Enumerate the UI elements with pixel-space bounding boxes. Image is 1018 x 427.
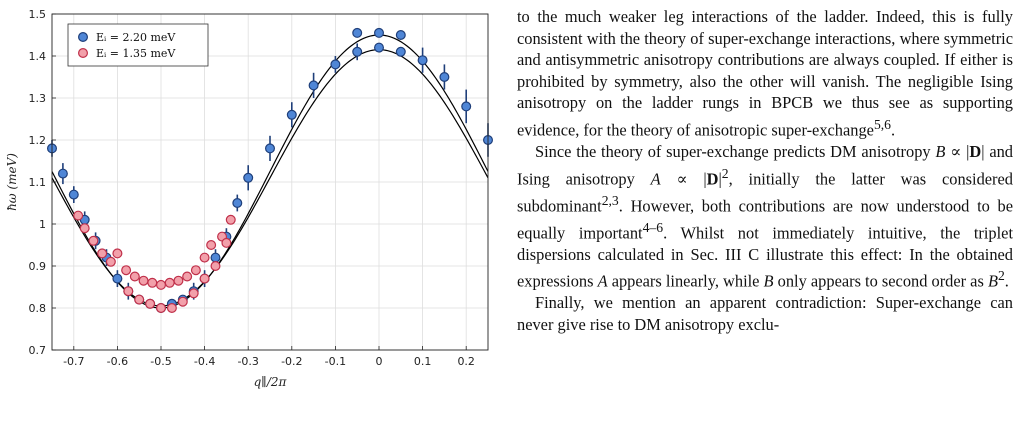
data-point bbox=[188, 288, 199, 299]
y-tick-label: 1 bbox=[39, 218, 46, 231]
y-tick-label: 0.9 bbox=[29, 260, 47, 273]
x-tick-label: 0.1 bbox=[414, 355, 432, 368]
data-point bbox=[308, 80, 319, 91]
data-point bbox=[265, 143, 276, 154]
y-tick-label: 1.1 bbox=[29, 176, 47, 189]
legend: Eᵢ = 2.20 meV Eᵢ = 1.35 meV bbox=[67, 23, 209, 67]
data-point bbox=[374, 42, 385, 53]
data-point bbox=[352, 46, 363, 57]
data-point bbox=[156, 279, 167, 290]
y-tick-label: 1.3 bbox=[29, 92, 47, 105]
x-tick-label: -0.3 bbox=[237, 355, 258, 368]
data-point bbox=[145, 298, 156, 309]
data-point bbox=[286, 109, 297, 120]
y-tick-label: 0.8 bbox=[29, 302, 47, 315]
legend-marker-1 bbox=[77, 31, 88, 42]
data-point bbox=[173, 275, 184, 286]
x-tick-label: 0 bbox=[376, 355, 383, 368]
y-tick-label: 1.2 bbox=[29, 134, 47, 147]
data-point bbox=[156, 303, 167, 314]
x-tick-label: -0.2 bbox=[281, 355, 302, 368]
data-point bbox=[164, 277, 175, 288]
x-tick-label: -0.6 bbox=[107, 355, 128, 368]
data-point bbox=[182, 271, 193, 282]
x-tick-label: -0.4 bbox=[194, 355, 215, 368]
legend-box bbox=[67, 23, 209, 67]
legend-label-2: Eᵢ = 1.35 meV bbox=[96, 47, 176, 60]
dispersion-chart: -0.7 -0.6 -0.5 -0.4 -0.3 -0.2 -0.1 0 0.1 0.2 0.7 0.… bbox=[5, 8, 494, 389]
data-point bbox=[439, 71, 450, 82]
data-point bbox=[199, 252, 210, 263]
legend-label-1: Eᵢ = 2.20 meV bbox=[96, 31, 176, 44]
data-point bbox=[225, 214, 236, 225]
paragraph-2: Since the theory of super-exchange predi… bbox=[517, 142, 1013, 291]
data-point bbox=[138, 275, 149, 286]
data-point bbox=[199, 273, 210, 284]
y-tick-label: 0.7 bbox=[29, 344, 47, 357]
data-point bbox=[210, 252, 221, 263]
y-axis-label: ħω (meV) bbox=[5, 153, 19, 211]
data-point bbox=[330, 59, 341, 70]
dispersion-figure: -0.7 -0.6 -0.5 -0.4 -0.3 -0.2 -0.1 0 0.1 0.2 0.7 0.… bbox=[0, 0, 505, 423]
paragraph-1: to the much weaker leg interactions of t… bbox=[517, 7, 1013, 140]
data-point bbox=[129, 271, 140, 282]
data-point bbox=[112, 273, 123, 284]
data-point bbox=[232, 198, 243, 209]
data-point bbox=[243, 172, 254, 183]
x-tick-label: 0.2 bbox=[457, 355, 475, 368]
data-point bbox=[105, 256, 116, 267]
data-point bbox=[177, 296, 188, 307]
y-tick-label: 1.4 bbox=[29, 50, 47, 63]
data-point bbox=[352, 27, 363, 38]
series-2 bbox=[73, 210, 236, 314]
data-point bbox=[134, 294, 145, 305]
data-point bbox=[79, 223, 90, 234]
x-tick-label: -0.1 bbox=[325, 355, 346, 368]
data-point bbox=[57, 168, 68, 179]
data-point bbox=[221, 237, 232, 248]
data-point bbox=[395, 30, 406, 41]
body-text-column: to the much weaker leg interactions of t… bbox=[517, 6, 1013, 336]
data-point bbox=[147, 277, 158, 288]
data-point bbox=[461, 101, 472, 112]
data-point bbox=[112, 248, 123, 259]
data-point bbox=[190, 265, 201, 276]
legend-marker-2 bbox=[77, 47, 88, 58]
data-point bbox=[210, 261, 221, 272]
data-point bbox=[374, 27, 385, 38]
data-point bbox=[166, 303, 177, 314]
data-point bbox=[73, 210, 84, 221]
data-point bbox=[88, 235, 99, 246]
x-axis-label: q∥/2π bbox=[254, 375, 288, 389]
data-point bbox=[123, 286, 134, 297]
data-point bbox=[97, 248, 108, 259]
data-point bbox=[395, 46, 406, 57]
x-tick-label: -0.7 bbox=[63, 355, 84, 368]
paragraph-3: Finally, we mention an apparent contradi… bbox=[517, 293, 1013, 335]
data-point bbox=[206, 240, 217, 251]
y-tick-label: 1.5 bbox=[29, 8, 47, 21]
x-tick-label: -0.5 bbox=[150, 355, 171, 368]
data-point bbox=[68, 189, 79, 200]
data-point bbox=[417, 55, 428, 66]
data-point bbox=[121, 265, 132, 276]
